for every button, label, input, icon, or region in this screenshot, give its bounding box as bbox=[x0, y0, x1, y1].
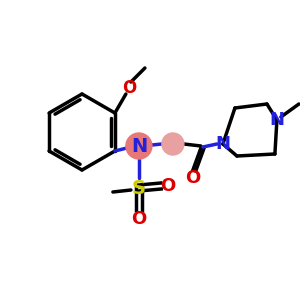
Circle shape bbox=[162, 133, 184, 155]
Text: N: N bbox=[269, 111, 284, 129]
Text: O: O bbox=[122, 79, 136, 97]
Text: N: N bbox=[215, 135, 230, 153]
Text: N: N bbox=[131, 136, 147, 155]
Text: O: O bbox=[185, 169, 200, 187]
Text: S: S bbox=[132, 178, 146, 197]
Text: O: O bbox=[160, 177, 176, 195]
Text: O: O bbox=[131, 210, 146, 228]
Circle shape bbox=[126, 133, 152, 159]
